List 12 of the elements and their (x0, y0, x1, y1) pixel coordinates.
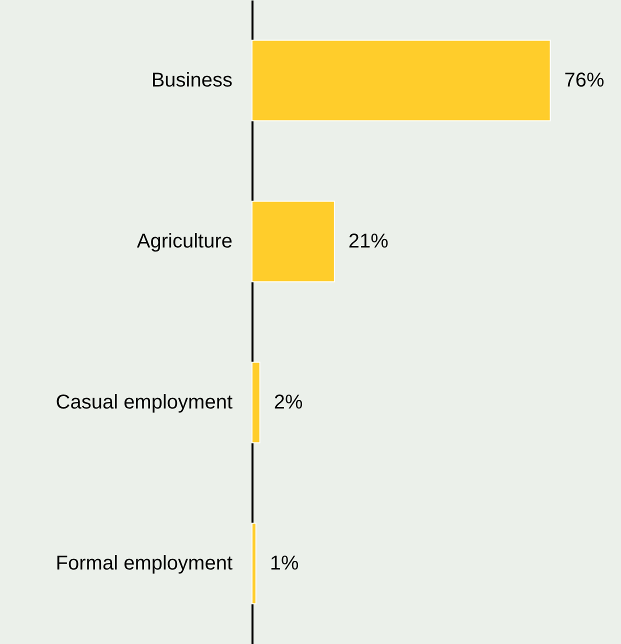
y-tick-label: Casual employment (56, 392, 233, 414)
bar (252, 200, 335, 282)
y-tick-label: Formal employment (56, 552, 233, 574)
data-label: 1% (270, 552, 300, 574)
bar (252, 40, 551, 122)
bar (252, 522, 256, 604)
data-label: 21% (348, 230, 389, 252)
y-tick-label: Agriculture (136, 230, 232, 252)
data-label: 2% (274, 392, 303, 414)
bar (252, 362, 260, 444)
y-tick-label: Business (151, 70, 232, 92)
data-label: 76% (564, 70, 605, 92)
